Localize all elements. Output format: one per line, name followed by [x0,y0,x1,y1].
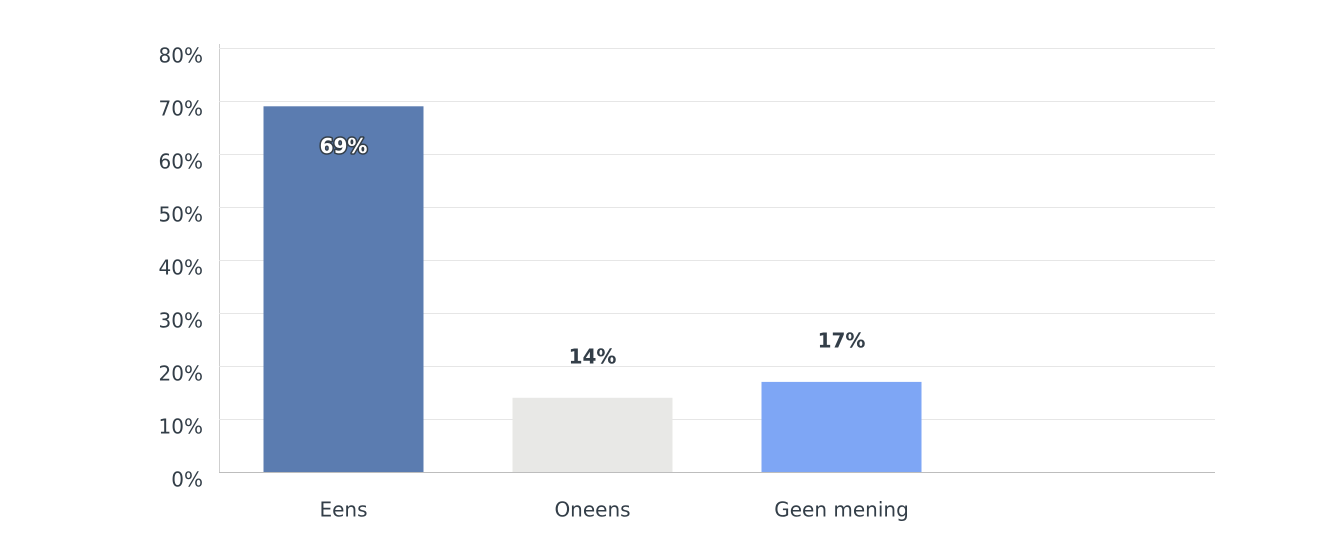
x-tick-label: Eens [319,498,367,522]
bar [761,381,922,472]
y-tick-label: 70% [159,97,203,121]
y-tick-label: 30% [159,309,203,333]
y-tick-label: 0% [171,468,203,492]
value-label: 17% [818,328,866,352]
y-tick-label: 40% [159,256,203,280]
y-tick-label: 20% [159,362,203,386]
value-label: 69% [320,134,368,158]
y-tick-label: 60% [159,150,203,174]
bar [263,106,424,473]
x-tick-label: Geen mening [774,498,909,522]
value-label: 14% [569,344,617,368]
bar [512,397,673,472]
y-tick-label: 10% [159,415,203,439]
x-tick-label: Oneens [554,498,630,522]
y-tick-label: 50% [159,203,203,227]
y-tick-label: 80% [159,44,203,68]
